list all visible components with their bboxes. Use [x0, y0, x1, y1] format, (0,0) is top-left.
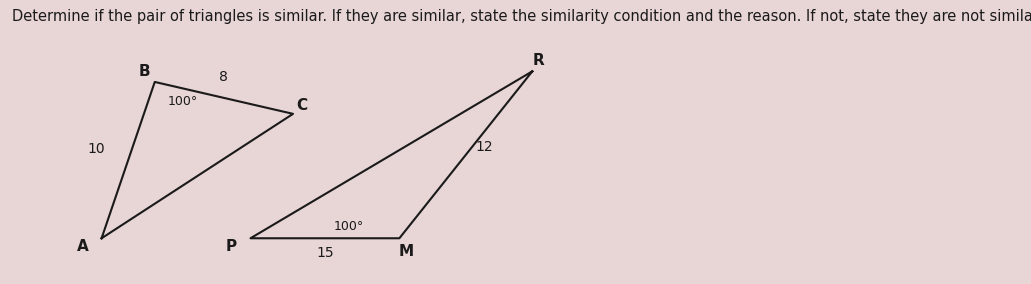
Text: 8: 8	[220, 70, 228, 84]
Text: 100°: 100°	[167, 95, 198, 108]
Text: 12: 12	[475, 140, 493, 154]
Text: 15: 15	[317, 247, 334, 260]
Text: C: C	[296, 98, 307, 113]
Text: R: R	[533, 53, 544, 68]
Text: 100°: 100°	[333, 220, 364, 233]
Text: 10: 10	[88, 142, 105, 156]
Text: M: M	[398, 244, 413, 258]
Text: B: B	[138, 64, 149, 79]
Text: Determine if the pair of triangles is similar. If they are similar, state the si: Determine if the pair of triangles is si…	[12, 9, 1031, 24]
Text: P: P	[226, 239, 237, 254]
Text: A: A	[76, 239, 89, 254]
